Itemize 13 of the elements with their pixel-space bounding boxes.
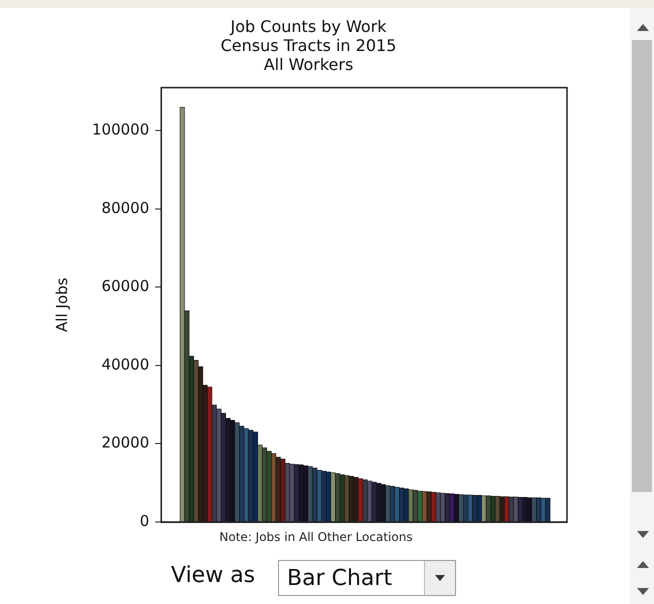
dropdown-field: Bar Chart — [278, 560, 456, 596]
y-axis-title: All Jobs — [52, 277, 71, 332]
y-tick-label: 20000 — [102, 434, 150, 452]
y-tick-label: 40000 — [102, 355, 150, 374]
y-tick-label: 0 — [140, 512, 150, 530]
text: Census Tracts in 2015 — [220, 36, 396, 55]
text: Job Counts by Work — [230, 16, 386, 36]
text: View as — [171, 563, 256, 588]
text: All Workers — [264, 55, 354, 74]
text: Note: Jobs in All Other Locations — [218, 530, 414, 544]
y-tick-label: 100000 — [92, 120, 150, 139]
y-tick-label: 60000 — [102, 277, 150, 296]
y-tick-label: 80000 — [102, 198, 150, 217]
